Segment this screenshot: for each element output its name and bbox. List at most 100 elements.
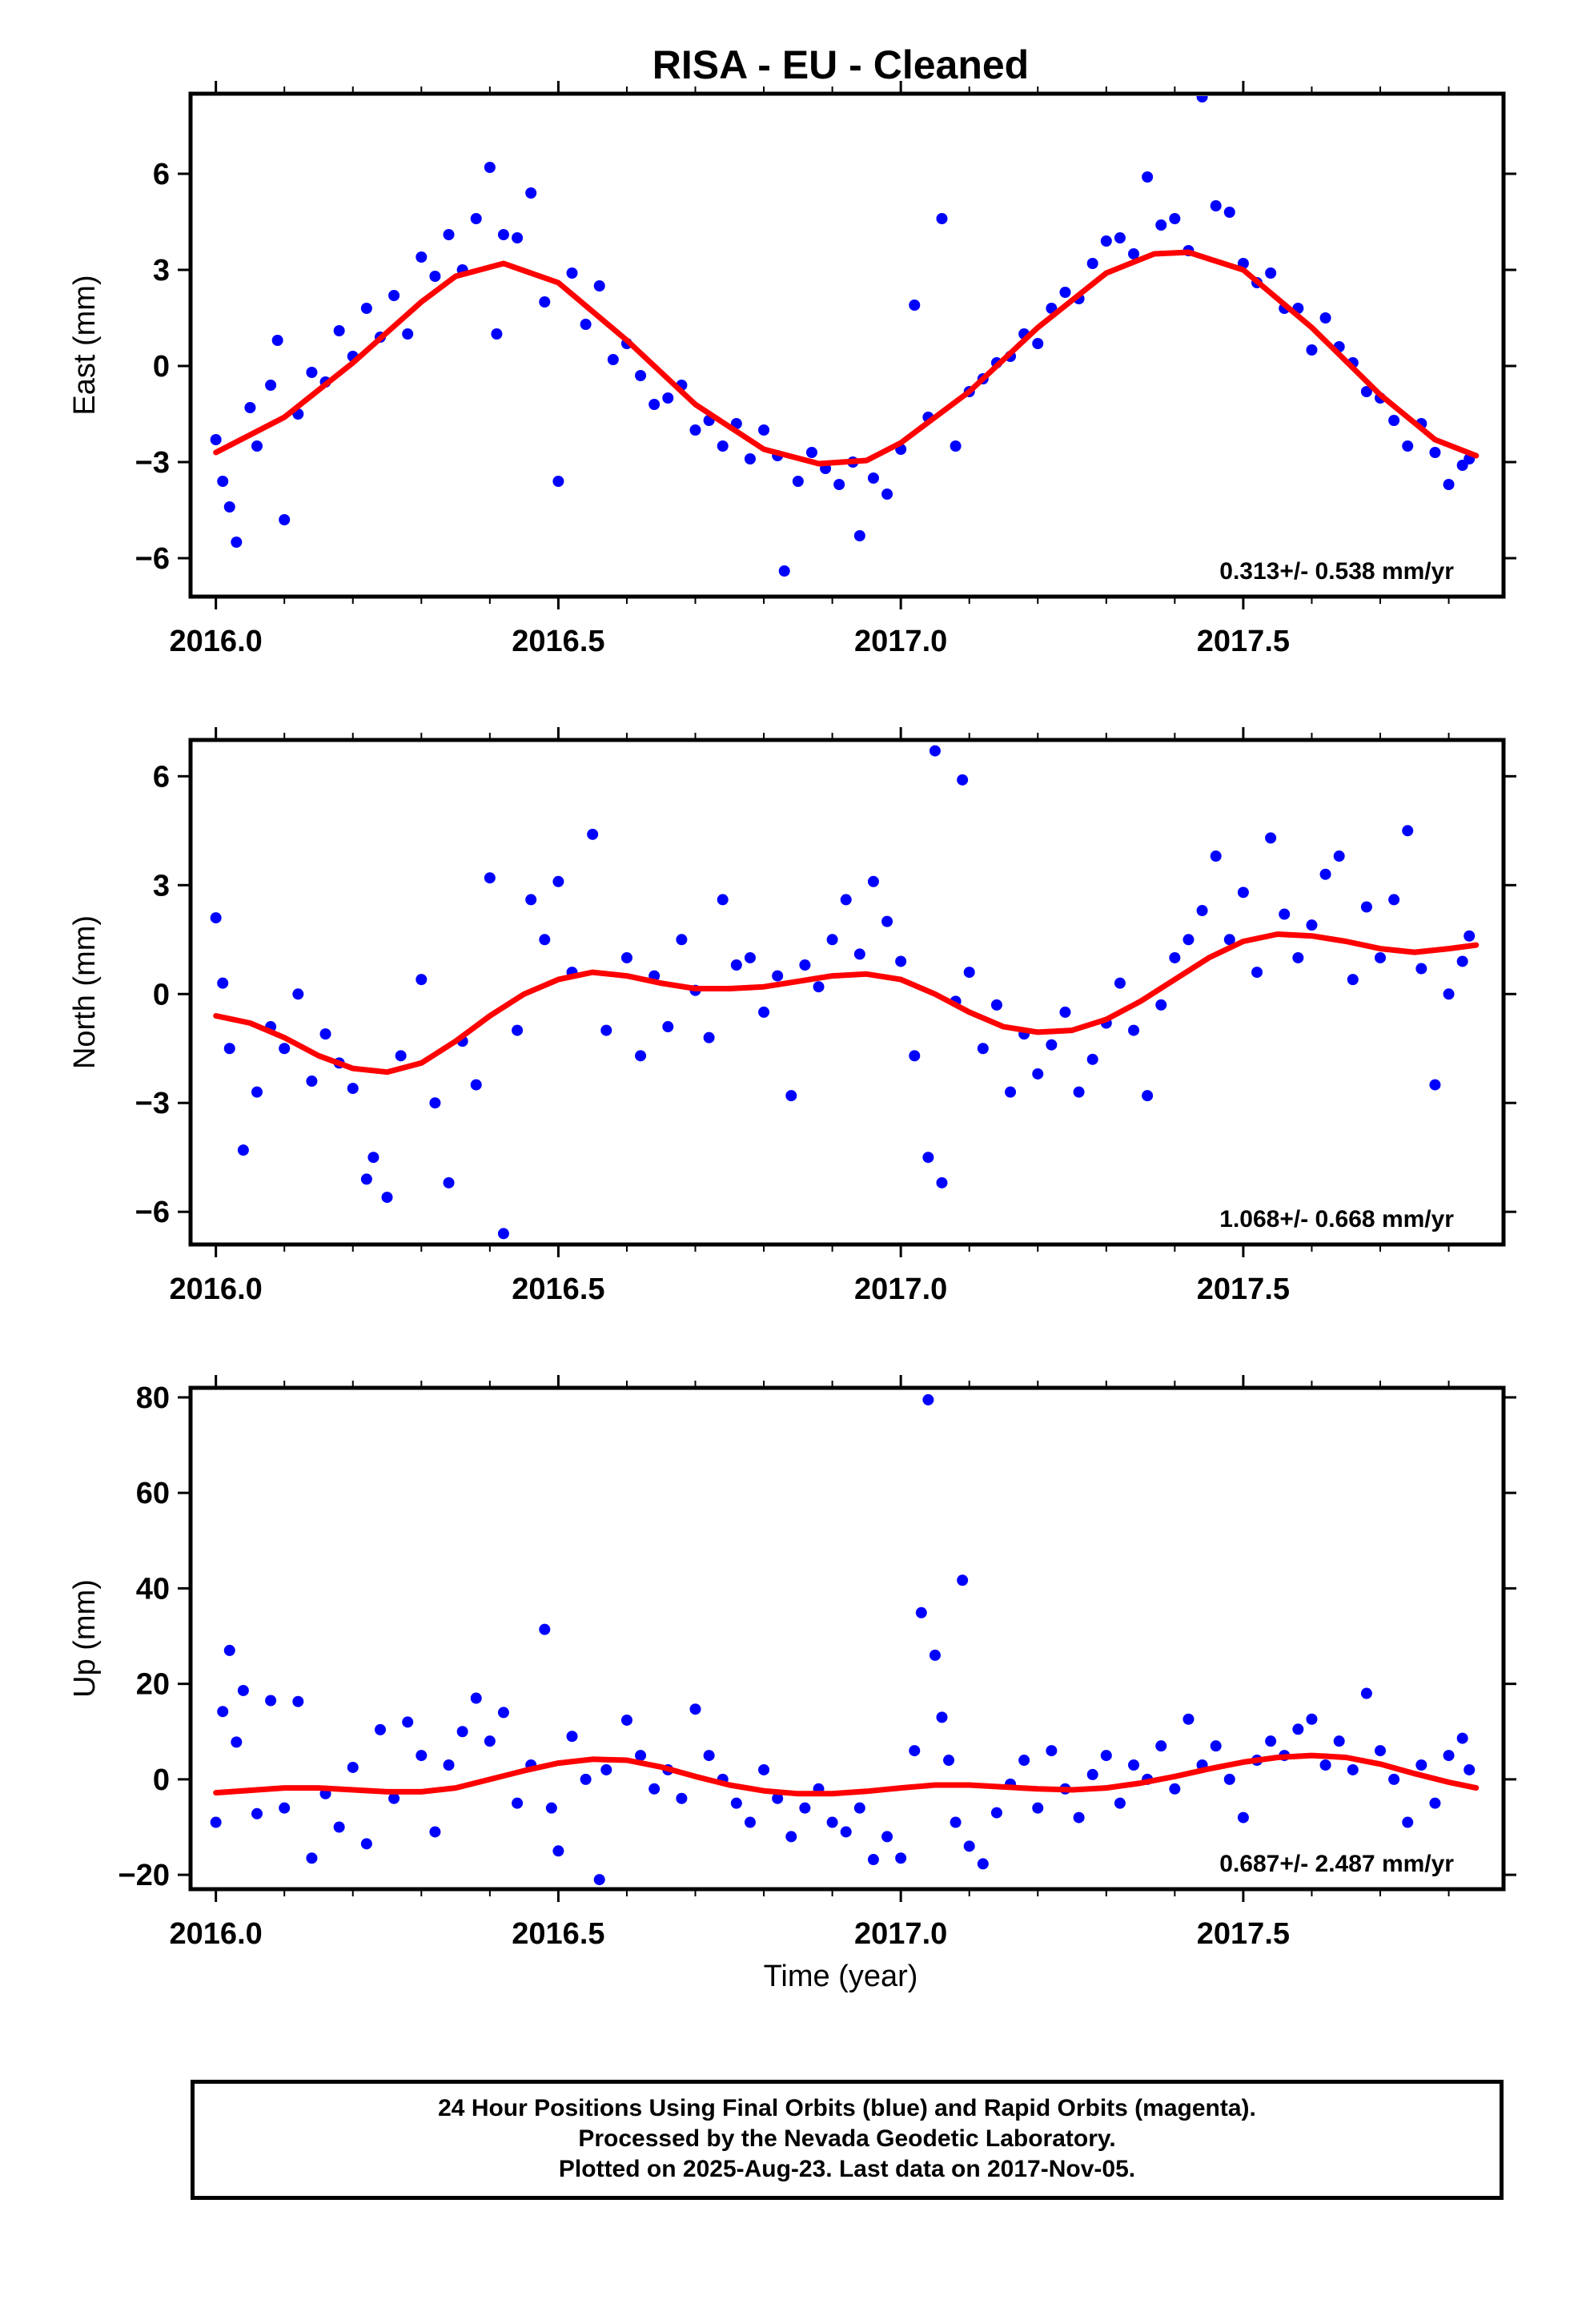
data-point — [265, 380, 277, 391]
data-point — [1128, 248, 1140, 259]
data-point — [512, 232, 524, 243]
data-point — [1443, 479, 1455, 490]
rate-annotation: 0.687+/- 2.487 mm/yr — [1219, 1851, 1454, 1877]
x-tick-label: 2016.0 — [170, 1917, 263, 1951]
data-point — [402, 328, 414, 340]
data-point — [217, 476, 229, 487]
data-point — [1464, 930, 1476, 942]
data-point — [758, 1763, 770, 1775]
data-point — [231, 1736, 243, 1748]
data-point — [1464, 1763, 1476, 1775]
data-point — [881, 915, 893, 927]
data-point — [977, 1858, 989, 1870]
data-point — [306, 367, 318, 378]
y-tick-label: −20 — [118, 1859, 170, 1892]
data-point — [360, 303, 372, 314]
y-tick-label: −6 — [135, 1196, 170, 1229]
data-point — [251, 1807, 263, 1819]
data-point — [1155, 1740, 1167, 1752]
y-tick-label: 0 — [153, 1763, 170, 1797]
data-point — [600, 1763, 612, 1775]
data-point — [1155, 999, 1167, 1011]
data-point — [360, 1173, 372, 1185]
y-tick-label: 60 — [136, 1477, 170, 1510]
east-panel: 2016.0 2016.5 2017.0 2017.5 −6 −3 0 3 6 East (mm)… — [68, 81, 1516, 658]
data-point — [730, 959, 742, 971]
data-point — [217, 1706, 229, 1718]
x-tick-label: 2016.5 — [512, 1917, 604, 1951]
y-tick-label: −3 — [135, 1087, 170, 1120]
data-point — [388, 1792, 400, 1804]
data-point — [717, 440, 729, 452]
data-point — [922, 1393, 934, 1405]
data-point — [251, 1086, 263, 1098]
data-point — [867, 875, 879, 887]
data-point — [1196, 905, 1208, 917]
data-point — [1402, 825, 1414, 837]
data-point — [909, 1745, 921, 1757]
data-point — [936, 213, 948, 224]
data-point — [388, 290, 400, 301]
data-point — [271, 335, 283, 346]
data-point — [1114, 232, 1126, 243]
data-point — [1265, 267, 1277, 279]
data-point — [539, 1623, 551, 1635]
data-point — [703, 1750, 715, 1762]
data-point — [402, 1716, 414, 1728]
data-point — [990, 1807, 1002, 1819]
rate-annotation: 0.313+/- 0.538 mm/yr — [1219, 558, 1454, 585]
model-curve — [213, 249, 1480, 467]
y-axis-label: East (mm) — [68, 275, 102, 415]
data-point — [1265, 1735, 1277, 1747]
data-point — [963, 1840, 975, 1852]
data-point — [347, 1083, 359, 1095]
data-point — [491, 328, 503, 340]
up-panel: 2016.0 2016.5 2017.0 2017.5 −20 0 20 40 60 80 Up (… — [68, 1375, 1516, 1951]
data-point — [1388, 1773, 1400, 1785]
x-tick-label: 2017.5 — [1197, 1273, 1290, 1306]
data-point — [620, 1714, 632, 1726]
data-point — [635, 1750, 647, 1762]
data-point — [580, 319, 592, 330]
footer-line-1: 24 Hour Positions Using Final Orbits (bl… — [438, 2095, 1256, 2121]
data-point — [484, 1735, 496, 1747]
data-point — [943, 1755, 955, 1767]
data-point — [1073, 1811, 1085, 1823]
data-point — [1306, 1713, 1318, 1725]
data-point — [1306, 344, 1318, 356]
data-point — [416, 1750, 428, 1762]
data-point — [1360, 1687, 1372, 1699]
data-point — [895, 955, 907, 967]
data-point — [231, 537, 243, 548]
data-point — [1210, 1740, 1222, 1752]
data-point — [977, 1043, 989, 1055]
data-point — [1292, 951, 1304, 963]
data-point — [990, 999, 1002, 1011]
data-point — [587, 828, 599, 840]
data-point — [539, 296, 551, 308]
data-point — [662, 392, 674, 404]
data-point — [1114, 1797, 1126, 1809]
footer-line-2: Processed by the Nevada Geodetic Laborat… — [578, 2125, 1116, 2152]
y-tick-label: 6 — [153, 158, 170, 191]
y-tick-label: 3 — [153, 254, 170, 287]
data-point — [1443, 1750, 1455, 1762]
data-point — [484, 872, 496, 884]
data-point — [1360, 901, 1372, 913]
data-point — [676, 934, 688, 946]
data-point — [1402, 440, 1414, 452]
data-point — [347, 1761, 359, 1773]
data-point — [237, 1144, 249, 1156]
data-point — [1100, 235, 1112, 247]
data-point — [929, 745, 941, 757]
data-point — [279, 514, 291, 525]
data-point — [1415, 963, 1427, 975]
data-point — [416, 251, 428, 263]
data-point — [1073, 1086, 1085, 1098]
plot-area — [210, 745, 1480, 1240]
data-point — [915, 1606, 927, 1618]
data-point — [620, 951, 632, 963]
data-point — [772, 970, 784, 982]
model-curve — [213, 1752, 1480, 1797]
data-point — [1059, 287, 1071, 298]
